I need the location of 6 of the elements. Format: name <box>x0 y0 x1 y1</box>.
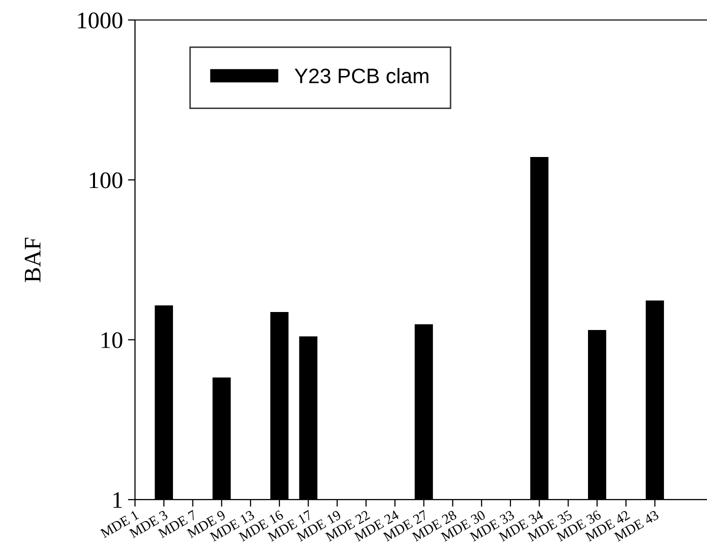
legend-label: Y23 PCB clam <box>294 68 428 84</box>
y-tick-label: 10 <box>102 332 122 348</box>
y-tick-label: 100 <box>90 172 122 188</box>
y-axis-title: BAF <box>24 238 40 282</box>
y-tick-label: 1000 <box>78 12 122 28</box>
y-tick-label: 1 <box>113 492 122 508</box>
